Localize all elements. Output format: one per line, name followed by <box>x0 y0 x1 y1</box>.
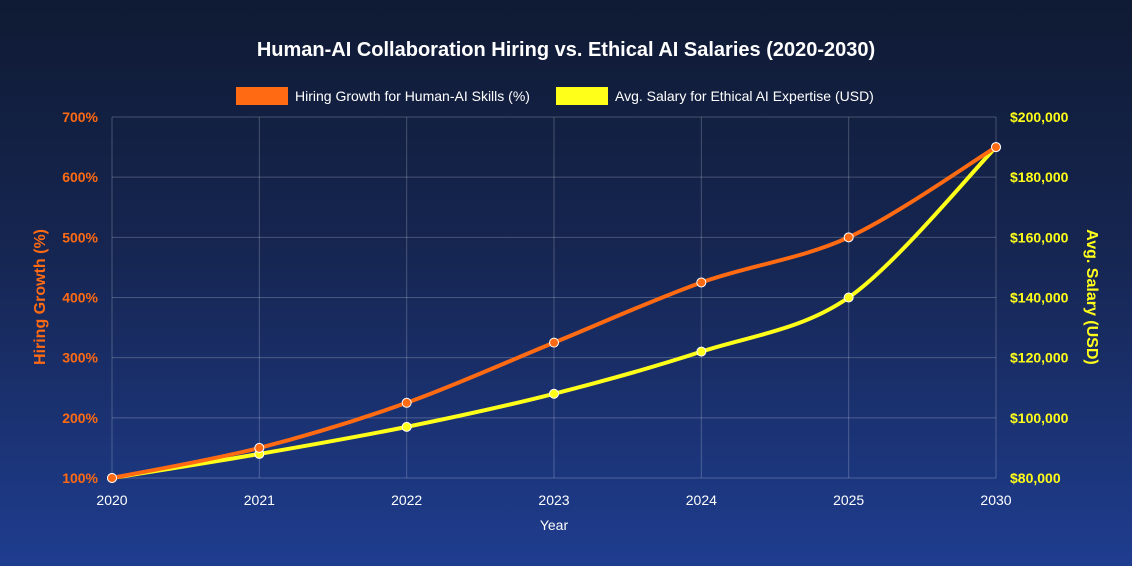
data-point[interactable] <box>549 388 559 399</box>
y-left-tick-label: 200% <box>62 410 98 426</box>
y-right-tick-label: $180,000 <box>1010 169 1069 185</box>
data-point[interactable] <box>843 292 854 303</box>
y-right-tick-label: $140,000 <box>1010 290 1069 306</box>
x-tick-label: 2030 <box>980 492 1011 508</box>
x-tick-label: 2025 <box>833 492 864 508</box>
x-tick-label: 2020 <box>96 492 127 508</box>
y-left-tick-label: 300% <box>62 350 98 366</box>
x-tick-label: 2021 <box>244 492 275 508</box>
y-right-tick-label: $80,000 <box>1010 470 1061 486</box>
series-group <box>107 142 1001 483</box>
data-point[interactable] <box>991 142 1001 153</box>
data-point[interactable] <box>107 473 117 483</box>
x-axis: 2020 2021 2022 2023 2024 2025 2030 <box>96 492 1011 508</box>
y-left-tick-label: 100% <box>62 470 98 486</box>
y-axis-left-title: Hiring Growth (%) <box>32 229 49 365</box>
y-left-tick-label: 500% <box>62 229 98 245</box>
data-point[interactable] <box>401 397 412 408</box>
data-point[interactable] <box>696 277 707 288</box>
right-axis: $80,000 $100,000 $120,000 $140,000 $160,000 $… <box>1010 109 1069 486</box>
x-tick-label: 2023 <box>538 492 569 508</box>
data-point[interactable] <box>696 346 707 357</box>
chart-title: Human-AI Collaboration Hiring vs. Ethica… <box>257 39 875 61</box>
data-point[interactable] <box>254 442 265 453</box>
x-tick-label: 2022 <box>391 492 422 508</box>
left-axis: 100% 200% 300% 400% 500% 600% 700% <box>62 109 98 486</box>
y-left-tick-label: 700% <box>62 109 98 125</box>
y-right-tick-label: $160,000 <box>1010 229 1069 245</box>
data-point[interactable] <box>549 337 559 348</box>
y-right-tick-label: $200,000 <box>1010 109 1069 125</box>
y-left-tick-label: 400% <box>62 290 98 306</box>
data-point[interactable] <box>401 421 412 432</box>
legend-label: Hiring Growth for Human-AI Skills (%) <box>295 88 530 104</box>
x-tick-label: 2024 <box>686 492 717 508</box>
grid <box>111 116 997 479</box>
y-right-tick-label: $100,000 <box>1010 410 1069 426</box>
y-right-tick-label: $120,000 <box>1010 350 1069 366</box>
legend-swatch <box>556 87 608 105</box>
legend-label: Avg. Salary for Ethical AI Expertise (US… <box>615 88 874 104</box>
data-point[interactable] <box>843 232 854 243</box>
series-hiring-growth <box>107 142 1001 483</box>
legend: Hiring Growth for Human-AI Skills (%) Avg… <box>236 87 874 105</box>
legend-item[interactable]: Avg. Salary for Ethical AI Expertise (US… <box>556 87 874 105</box>
y-axis-right-title: Avg. Salary (USD) <box>1083 229 1100 364</box>
legend-swatch <box>236 87 288 105</box>
legend-item[interactable]: Hiring Growth for Human-AI Skills (%) <box>236 87 530 105</box>
x-axis-title: Year <box>540 517 569 533</box>
y-left-tick-label: 600% <box>62 169 98 185</box>
